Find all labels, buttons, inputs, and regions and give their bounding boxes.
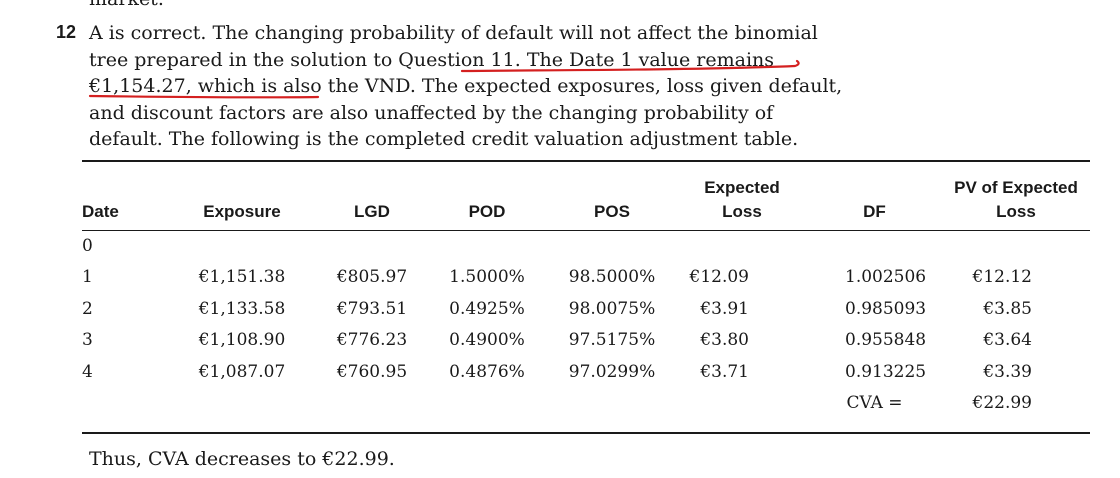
table-row: 1 €1,151.38 €805.97 1.5000% 98.5000% €12.09 1.… [82,262,1090,294]
table-cell [942,230,1090,262]
table-row: 2 €1,133.58 €793.51 0.4925% 98.0075% €3.91 0.9… [82,293,1090,325]
table-cell: 97.0299% [568,361,656,382]
table-cell: 1 [82,267,93,288]
answer-paragraph: A is correct. The changing probability o… [89,20,849,153]
table-header-rule [82,230,1090,231]
table-cell: 0.4876% [449,361,525,382]
header-pv-expected-loss: PV of Expected Loss [954,178,1078,221]
table-cell: 0.913225 [845,361,927,382]
table-cell [427,230,547,262]
table-cell: €1,087.07 [198,361,286,382]
table-cell: €760.95 [336,361,408,382]
table-cell: €1,133.58 [198,298,286,319]
table-cell: €3.91 [700,298,749,319]
table-cell: €1,108.90 [198,330,286,351]
header-expected-loss: Expected Loss [704,178,780,221]
table-row: 4 €1,087.07 €760.95 0.4876% 97.0299% €3.71 0.9… [82,356,1090,388]
table-cell: 2 [82,298,93,319]
table-cell: 0.955848 [845,330,927,351]
table-cell [317,230,427,262]
cva-total-row: CVA = €22.99 [82,388,1090,420]
table-cell: 0.4925% [449,298,525,319]
table-cell [807,230,942,262]
table-bottom-rule [82,432,1090,434]
table-cell: €3.85 [983,298,1032,319]
table-header-row: Date Exposure LGD POD POS Expected Loss … [82,168,1090,230]
table-cell: €776.23 [336,330,408,351]
table-cell: 0.4900% [449,330,525,351]
header-exposure: Exposure [203,202,281,221]
table-cell: €1,151.38 [198,267,286,288]
answer-text-start: A is correct. The changing probability o… [89,22,824,71]
table-cell: 97.5175% [568,330,656,351]
table-cell: €12.09 [689,267,749,288]
table-cell: 98.5000% [568,267,656,288]
cva-total-value: €22.99 [972,393,1032,414]
previous-line-fragment: market. [89,0,164,10]
table-cell: €3.64 [983,330,1032,351]
table-row: 3 €1,108.90 €776.23 0.4900% 97.5175% €3.80 0.9… [82,325,1090,357]
table-cell [167,230,317,262]
question-number: 12 [56,22,77,42]
cva-total-label: CVA = [846,393,903,414]
table-cell: €805.97 [336,267,408,288]
table-cell: 0 [82,235,93,256]
table-cell: 4 [82,361,93,382]
table-cell: €793.51 [336,298,408,319]
table-cell: 1.002506 [845,267,927,288]
table-row: 0 [82,230,1090,262]
table-cell: 0.985093 [845,298,927,319]
table-cell [677,230,807,262]
header-df: DF [863,202,886,221]
table-cell: €3.80 [700,330,749,351]
header-pos: POS [594,202,630,221]
table-cell: 1.5000% [449,267,525,288]
header-date: Date [82,202,119,221]
table-top-rule [82,160,1090,162]
table-cell [547,230,677,262]
table-cell: 3 [82,330,93,351]
cva-table: Date Exposure LGD POD POS Expected Loss … [82,168,1090,419]
answer-text-end: The expected exposures, loss given defau… [89,75,849,150]
table-cell: €3.71 [700,361,749,382]
header-pod: POD [468,202,506,221]
table-cell: €3.39 [983,361,1032,382]
table-cell: 98.0075% [568,298,656,319]
table-cell: €12.12 [972,267,1032,288]
header-lgd: LGD [354,202,390,221]
conclusion-text: Thus, CVA decreases to €22.99. [89,448,395,470]
